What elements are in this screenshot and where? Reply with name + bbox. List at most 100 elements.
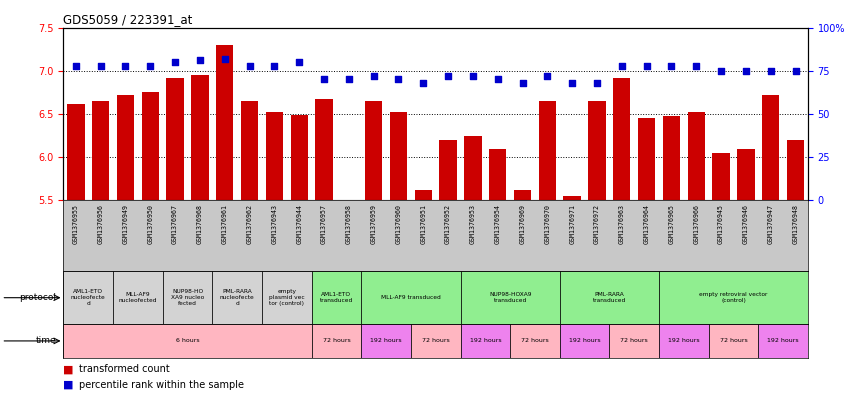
Bar (662, 116, 680, 200)
Bar (659, 271, 808, 324)
Point (293, 59, 306, 65)
Bar (361, 271, 460, 324)
Text: 72 hours: 72 hours (422, 338, 449, 343)
Text: MLL-AF9 transduced: MLL-AF9 transduced (381, 295, 441, 300)
Text: GSM1376963: GSM1376963 (618, 204, 625, 244)
Point (267, 62, 281, 69)
Bar (361, 324, 411, 358)
Text: GSM1376965: GSM1376965 (668, 204, 674, 244)
Text: 72 hours: 72 hours (521, 338, 549, 343)
Point (367, 73, 381, 79)
Bar (510, 324, 560, 358)
Bar (162, 271, 212, 324)
Point (317, 76, 331, 83)
Text: 192 hours: 192 hours (767, 338, 799, 343)
Bar (737, 149, 755, 200)
Bar (411, 324, 460, 358)
Bar (191, 75, 209, 200)
Text: GSM1376959: GSM1376959 (371, 204, 376, 244)
Bar (290, 115, 308, 200)
Text: GSM1376943: GSM1376943 (272, 204, 277, 244)
Point (541, 73, 554, 79)
Text: GSM1376971: GSM1376971 (569, 204, 575, 244)
Text: GSM1376954: GSM1376954 (495, 204, 501, 244)
Bar (762, 95, 779, 200)
Text: GSM1376948: GSM1376948 (793, 204, 799, 244)
Point (416, 80, 430, 86)
Bar (709, 324, 758, 358)
Text: GSM1376946: GSM1376946 (743, 204, 749, 244)
Point (342, 76, 355, 83)
Text: transformed count: transformed count (79, 364, 169, 375)
Point (69, 62, 83, 69)
Point (118, 62, 132, 69)
Bar (539, 101, 556, 200)
Text: AML1-ETO
nucleofecte
d: AML1-ETO nucleofecte d (71, 289, 106, 306)
Text: GSM1376956: GSM1376956 (97, 204, 104, 244)
Point (516, 80, 530, 86)
Bar (167, 78, 184, 200)
Text: GSM1376955: GSM1376955 (73, 204, 79, 244)
Point (591, 80, 604, 86)
Point (565, 80, 579, 86)
Bar (489, 149, 507, 200)
Text: GDS5059 / 223391_at: GDS5059 / 223391_at (63, 13, 193, 26)
Bar (613, 78, 630, 200)
Text: 6 hours: 6 hours (176, 338, 200, 343)
Point (491, 76, 504, 83)
Bar (63, 324, 311, 358)
Text: 192 hours: 192 hours (668, 338, 700, 343)
Point (739, 68, 753, 74)
Bar (311, 271, 361, 324)
Text: 192 hours: 192 hours (470, 338, 501, 343)
Text: GSM1376966: GSM1376966 (693, 204, 700, 244)
Text: NUP98-HO
XA9 nucleo
fected: NUP98-HO XA9 nucleo fected (171, 289, 204, 306)
Bar (316, 99, 332, 200)
Bar (588, 101, 606, 200)
Text: NUP98-HOXA9
transduced: NUP98-HOXA9 transduced (489, 292, 531, 303)
Bar (216, 45, 233, 200)
Text: empty retroviral vector
(control): empty retroviral vector (control) (700, 292, 767, 303)
Bar (212, 271, 262, 324)
Text: GSM1376945: GSM1376945 (718, 204, 724, 244)
Text: GSM1376958: GSM1376958 (346, 204, 352, 244)
Bar (460, 271, 560, 324)
Text: GSM1376953: GSM1376953 (470, 204, 476, 244)
Text: time: time (36, 336, 56, 345)
Text: ■: ■ (63, 380, 74, 390)
Bar (92, 101, 109, 200)
Text: GSM1376950: GSM1376950 (147, 204, 153, 244)
Bar (439, 140, 457, 200)
Bar (758, 324, 808, 358)
Bar (63, 271, 113, 324)
Bar (365, 101, 382, 200)
Text: protocol: protocol (19, 293, 56, 302)
Text: 72 hours: 72 hours (720, 338, 747, 343)
Point (764, 68, 777, 74)
Bar (460, 324, 510, 358)
Text: GSM1376967: GSM1376967 (172, 204, 179, 244)
Point (144, 62, 157, 69)
Text: GSM1376964: GSM1376964 (644, 204, 650, 244)
Text: GSM1376961: GSM1376961 (222, 204, 228, 244)
Text: GSM1376968: GSM1376968 (197, 204, 203, 244)
Bar (688, 112, 705, 200)
Text: PML-RARA
nucleofecte
d: PML-RARA nucleofecte d (220, 289, 255, 306)
Bar (563, 196, 581, 200)
Point (788, 68, 802, 74)
Bar (67, 104, 85, 200)
Point (665, 62, 678, 69)
Bar (609, 324, 659, 358)
Text: GSM1376952: GSM1376952 (445, 204, 451, 244)
Bar (712, 153, 730, 200)
Text: GSM1376947: GSM1376947 (767, 204, 774, 244)
Bar (560, 324, 609, 358)
Bar (241, 101, 258, 200)
Bar (113, 271, 162, 324)
Text: ■: ■ (63, 364, 74, 375)
Text: 192 hours: 192 hours (371, 338, 402, 343)
Bar (638, 118, 656, 200)
Point (689, 62, 703, 69)
Point (466, 73, 480, 79)
Bar (117, 95, 135, 200)
